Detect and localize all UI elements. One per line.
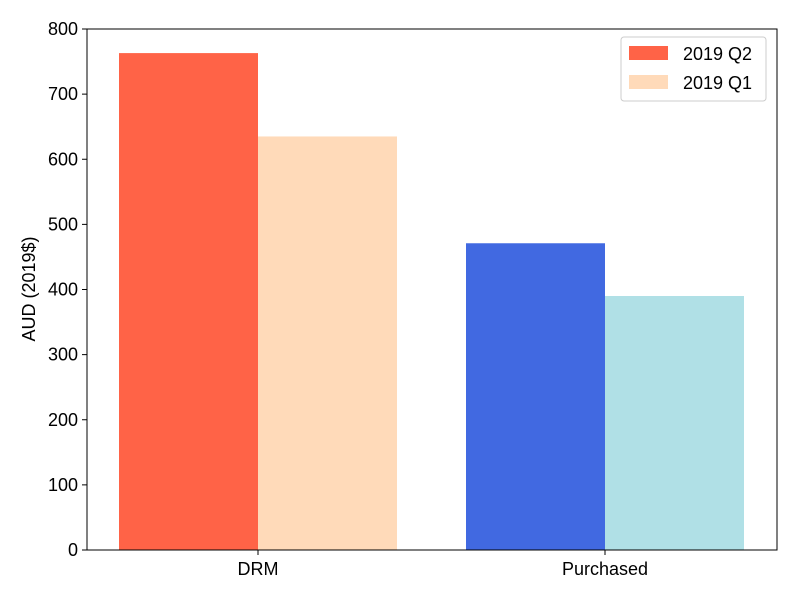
legend-label: 2019 Q2 — [683, 44, 752, 64]
bar-purchased-2019-q1 — [605, 296, 744, 550]
y-axis-label: AUD (2019$) — [19, 236, 39, 341]
legend-swatch — [629, 46, 668, 60]
legend-label: 2019 Q1 — [683, 73, 752, 93]
x-tick-label: DRM — [238, 559, 279, 579]
y-ticks-group: 0 100 200 300 400 500 600 700 800 — [48, 19, 87, 560]
y-tick-label: 600 — [48, 149, 78, 169]
x-tick-label: Purchased — [562, 559, 648, 579]
y-tick-label: 300 — [48, 345, 78, 365]
y-tick-label: 700 — [48, 84, 78, 104]
bars-group — [119, 53, 744, 551]
y-tick-label: 400 — [48, 280, 78, 300]
bar-drm-2019-q2 — [119, 53, 258, 550]
legend-swatch — [629, 75, 668, 89]
y-tick-label: 500 — [48, 214, 78, 234]
y-tick-label: 200 — [48, 410, 78, 430]
y-tick-label: 0 — [68, 540, 78, 560]
bar-drm-2019-q1 — [258, 136, 397, 551]
x-ticks-group: DRM Purchased — [238, 550, 648, 579]
bar-purchased-2019-q2 — [466, 243, 605, 551]
y-tick-label: 100 — [48, 475, 78, 495]
legend: 2019 Q2 2019 Q1 — [620, 36, 767, 102]
y-tick-label: 800 — [48, 19, 78, 39]
